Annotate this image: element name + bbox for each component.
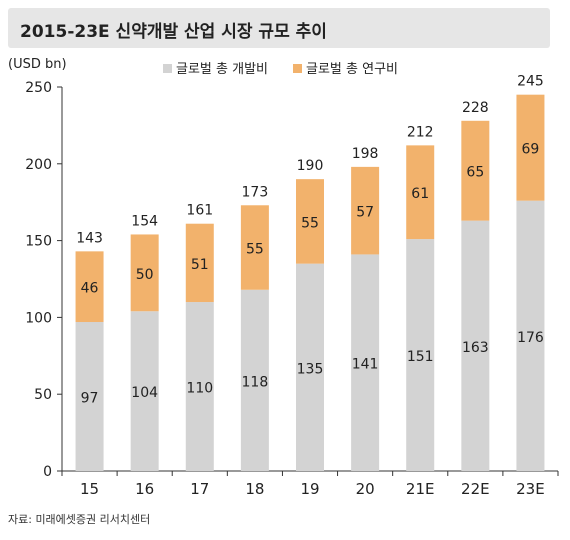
bar-research bbox=[351, 166, 380, 255]
x-tick-label: 19 bbox=[300, 480, 319, 498]
y-tick-label: 150 bbox=[25, 234, 52, 250]
data-label: 55 bbox=[246, 242, 264, 258]
bar-research bbox=[75, 251, 104, 323]
bar-research bbox=[185, 223, 214, 303]
data-label: 151 bbox=[407, 349, 434, 365]
data-label: 118 bbox=[242, 374, 269, 390]
total-label: 161 bbox=[186, 203, 213, 219]
bar-development bbox=[516, 200, 545, 471]
total-label: 190 bbox=[297, 158, 324, 174]
data-label: 163 bbox=[462, 340, 489, 356]
legend-label-0: 글로벌 총 개발비 bbox=[176, 62, 268, 77]
bar-development bbox=[296, 263, 324, 471]
x-tick-label: 16 bbox=[135, 480, 154, 498]
x-tick-label: 21E bbox=[406, 480, 435, 498]
data-label: 46 bbox=[81, 281, 99, 297]
bar-development bbox=[185, 302, 214, 471]
legend-label-1: 글로벌 총 연구비 bbox=[306, 62, 398, 77]
x-tick-label: 22E bbox=[461, 480, 490, 498]
data-label: 65 bbox=[466, 165, 484, 181]
bar-research bbox=[461, 120, 490, 221]
data-label: 55 bbox=[301, 215, 319, 231]
data-label: 135 bbox=[297, 361, 324, 377]
x-tick-label: 15 bbox=[80, 480, 99, 498]
bar-research bbox=[240, 205, 269, 290]
data-label: 97 bbox=[81, 391, 99, 407]
bar-development bbox=[240, 289, 269, 471]
data-label: 110 bbox=[186, 381, 213, 397]
y-tick-label: 100 bbox=[25, 310, 52, 326]
total-label: 245 bbox=[517, 74, 544, 90]
x-tick-label: 17 bbox=[190, 480, 209, 498]
data-label: 104 bbox=[131, 385, 158, 401]
total-label: 212 bbox=[407, 124, 434, 140]
total-label: 143 bbox=[76, 230, 103, 246]
total-label: 228 bbox=[462, 100, 489, 116]
data-label: 61 bbox=[411, 186, 429, 202]
x-tick-label: 20 bbox=[356, 480, 375, 498]
x-tick-label: 18 bbox=[245, 480, 264, 498]
y-tick-label: 200 bbox=[25, 157, 52, 173]
total-label: 173 bbox=[242, 184, 269, 200]
title-bar: 2015-23E 신약개발 산업 시장 규모 추이 bbox=[8, 8, 550, 48]
y-axis-unit-label: (USD bn) bbox=[8, 57, 67, 72]
legend-swatch-1 bbox=[293, 64, 302, 73]
data-label: 51 bbox=[191, 257, 209, 273]
y-tick-label: 0 bbox=[43, 464, 52, 480]
bar-development bbox=[75, 322, 104, 471]
bar-research bbox=[516, 94, 545, 201]
bar-development bbox=[130, 311, 159, 471]
data-label: 69 bbox=[522, 142, 540, 158]
bar-development bbox=[406, 239, 435, 471]
total-label: 198 bbox=[352, 146, 379, 162]
legend-swatch-0 bbox=[163, 64, 172, 73]
y-tick-label: 250 bbox=[25, 80, 52, 96]
x-tick-label: 23E bbox=[516, 480, 545, 498]
bar-development bbox=[351, 254, 380, 471]
data-label: 57 bbox=[356, 205, 374, 221]
source-note: 자료: 미래에셋증권 리서치센터 bbox=[8, 513, 151, 526]
bar-research bbox=[406, 145, 435, 240]
total-label: 154 bbox=[131, 213, 158, 229]
data-label: 50 bbox=[136, 267, 154, 283]
data-label: 176 bbox=[517, 330, 544, 346]
bar-research bbox=[130, 234, 159, 312]
bar-research bbox=[296, 179, 324, 264]
data-label: 141 bbox=[352, 357, 379, 373]
bar-development bbox=[461, 220, 490, 471]
y-tick-label: 50 bbox=[34, 387, 52, 403]
chart-title: 2015-23E 신약개발 산업 시장 규모 추이 bbox=[20, 22, 327, 42]
